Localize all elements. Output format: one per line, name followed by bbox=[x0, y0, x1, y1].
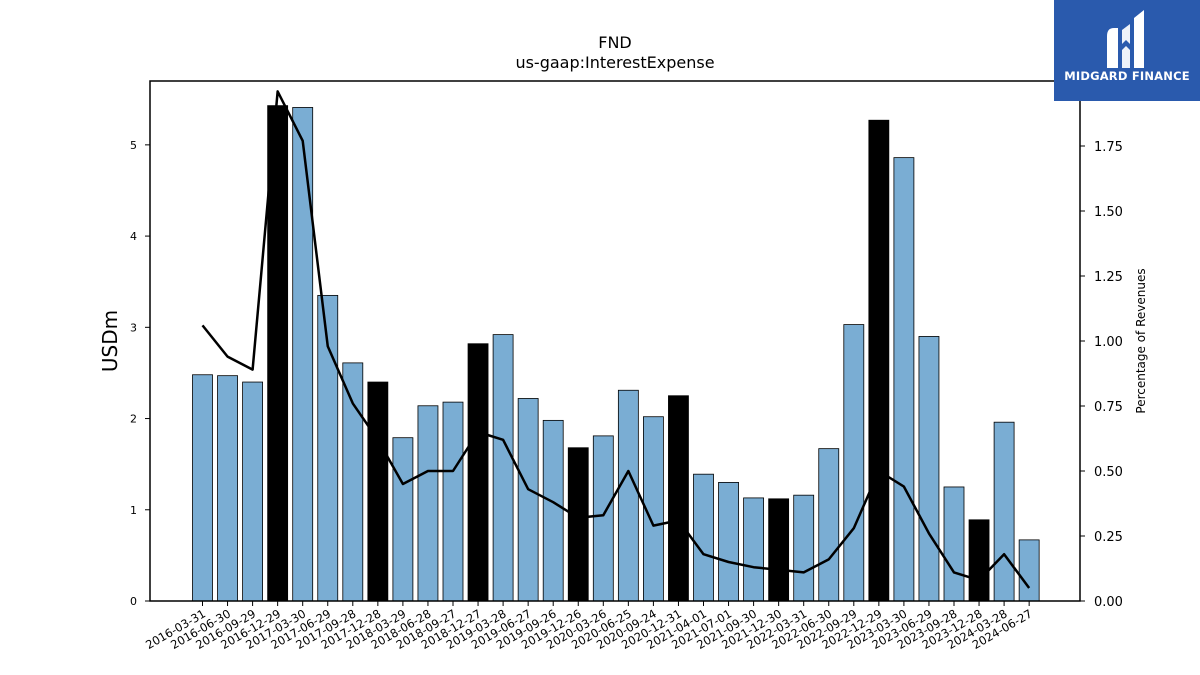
chart-title: FND bbox=[598, 33, 632, 52]
logo-text: MIDGARD FINANCE bbox=[1064, 69, 1190, 83]
y-tick-label: 1 bbox=[130, 504, 137, 517]
y-tick-label: 3 bbox=[130, 321, 137, 334]
bar bbox=[192, 374, 213, 602]
bar bbox=[993, 421, 1015, 602]
y-axis-label: USDm bbox=[98, 310, 122, 372]
bar bbox=[693, 473, 714, 602]
bar bbox=[492, 334, 514, 602]
bar bbox=[968, 519, 990, 602]
plot-frame bbox=[149, 80, 1081, 602]
y-tick-label: 5 bbox=[130, 139, 137, 152]
bar bbox=[1018, 539, 1040, 602]
bars-group bbox=[192, 105, 1040, 602]
y2-axis-label: Percentage of Revenues bbox=[1134, 268, 1148, 413]
bar bbox=[943, 486, 965, 602]
y-tick-label: 4 bbox=[130, 230, 137, 243]
bar bbox=[668, 395, 689, 602]
bar bbox=[292, 107, 314, 602]
line-group bbox=[201, 90, 1031, 589]
brand-logo: MIDGARD FINANCE bbox=[1054, 0, 1200, 101]
y2-tick-label: 0.75 bbox=[1094, 400, 1123, 415]
y-tick-label: 2 bbox=[130, 413, 137, 426]
y2-tick-label: 0.50 bbox=[1094, 465, 1123, 480]
bar bbox=[918, 336, 940, 602]
y2-tick-label: 1.25 bbox=[1094, 270, 1123, 285]
bar bbox=[818, 448, 840, 602]
bar bbox=[392, 437, 414, 602]
logo-icon bbox=[1107, 10, 1144, 68]
bar bbox=[542, 419, 564, 602]
y2-tick-label: 1.75 bbox=[1094, 140, 1123, 155]
axes-group: 0123450.000.250.500.751.001.251.501.7520… bbox=[130, 139, 1123, 652]
bar bbox=[417, 405, 439, 602]
bar bbox=[217, 375, 238, 602]
bar bbox=[793, 494, 815, 602]
bar bbox=[242, 381, 264, 602]
bar bbox=[567, 447, 589, 602]
y2-tick-label: 0.00 bbox=[1094, 595, 1123, 610]
bar bbox=[843, 324, 865, 602]
y2-tick-label: 0.25 bbox=[1094, 530, 1123, 545]
bar bbox=[342, 362, 364, 602]
y2-tick-label: 1.00 bbox=[1094, 335, 1123, 350]
bar bbox=[617, 389, 639, 602]
bar bbox=[367, 381, 389, 602]
bar bbox=[893, 157, 915, 602]
bar bbox=[592, 435, 614, 602]
chart-subtitle: us-gaap:InterestExpense bbox=[515, 53, 714, 72]
bar bbox=[718, 481, 739, 602]
bar bbox=[868, 119, 890, 602]
bar bbox=[467, 343, 489, 602]
bar bbox=[743, 497, 764, 602]
bar bbox=[768, 498, 790, 602]
y-tick-label: 0 bbox=[130, 595, 137, 608]
y2-tick-label: 1.50 bbox=[1094, 205, 1123, 220]
line-series bbox=[201, 90, 1031, 589]
bar bbox=[442, 401, 464, 602]
bar bbox=[517, 398, 539, 602]
